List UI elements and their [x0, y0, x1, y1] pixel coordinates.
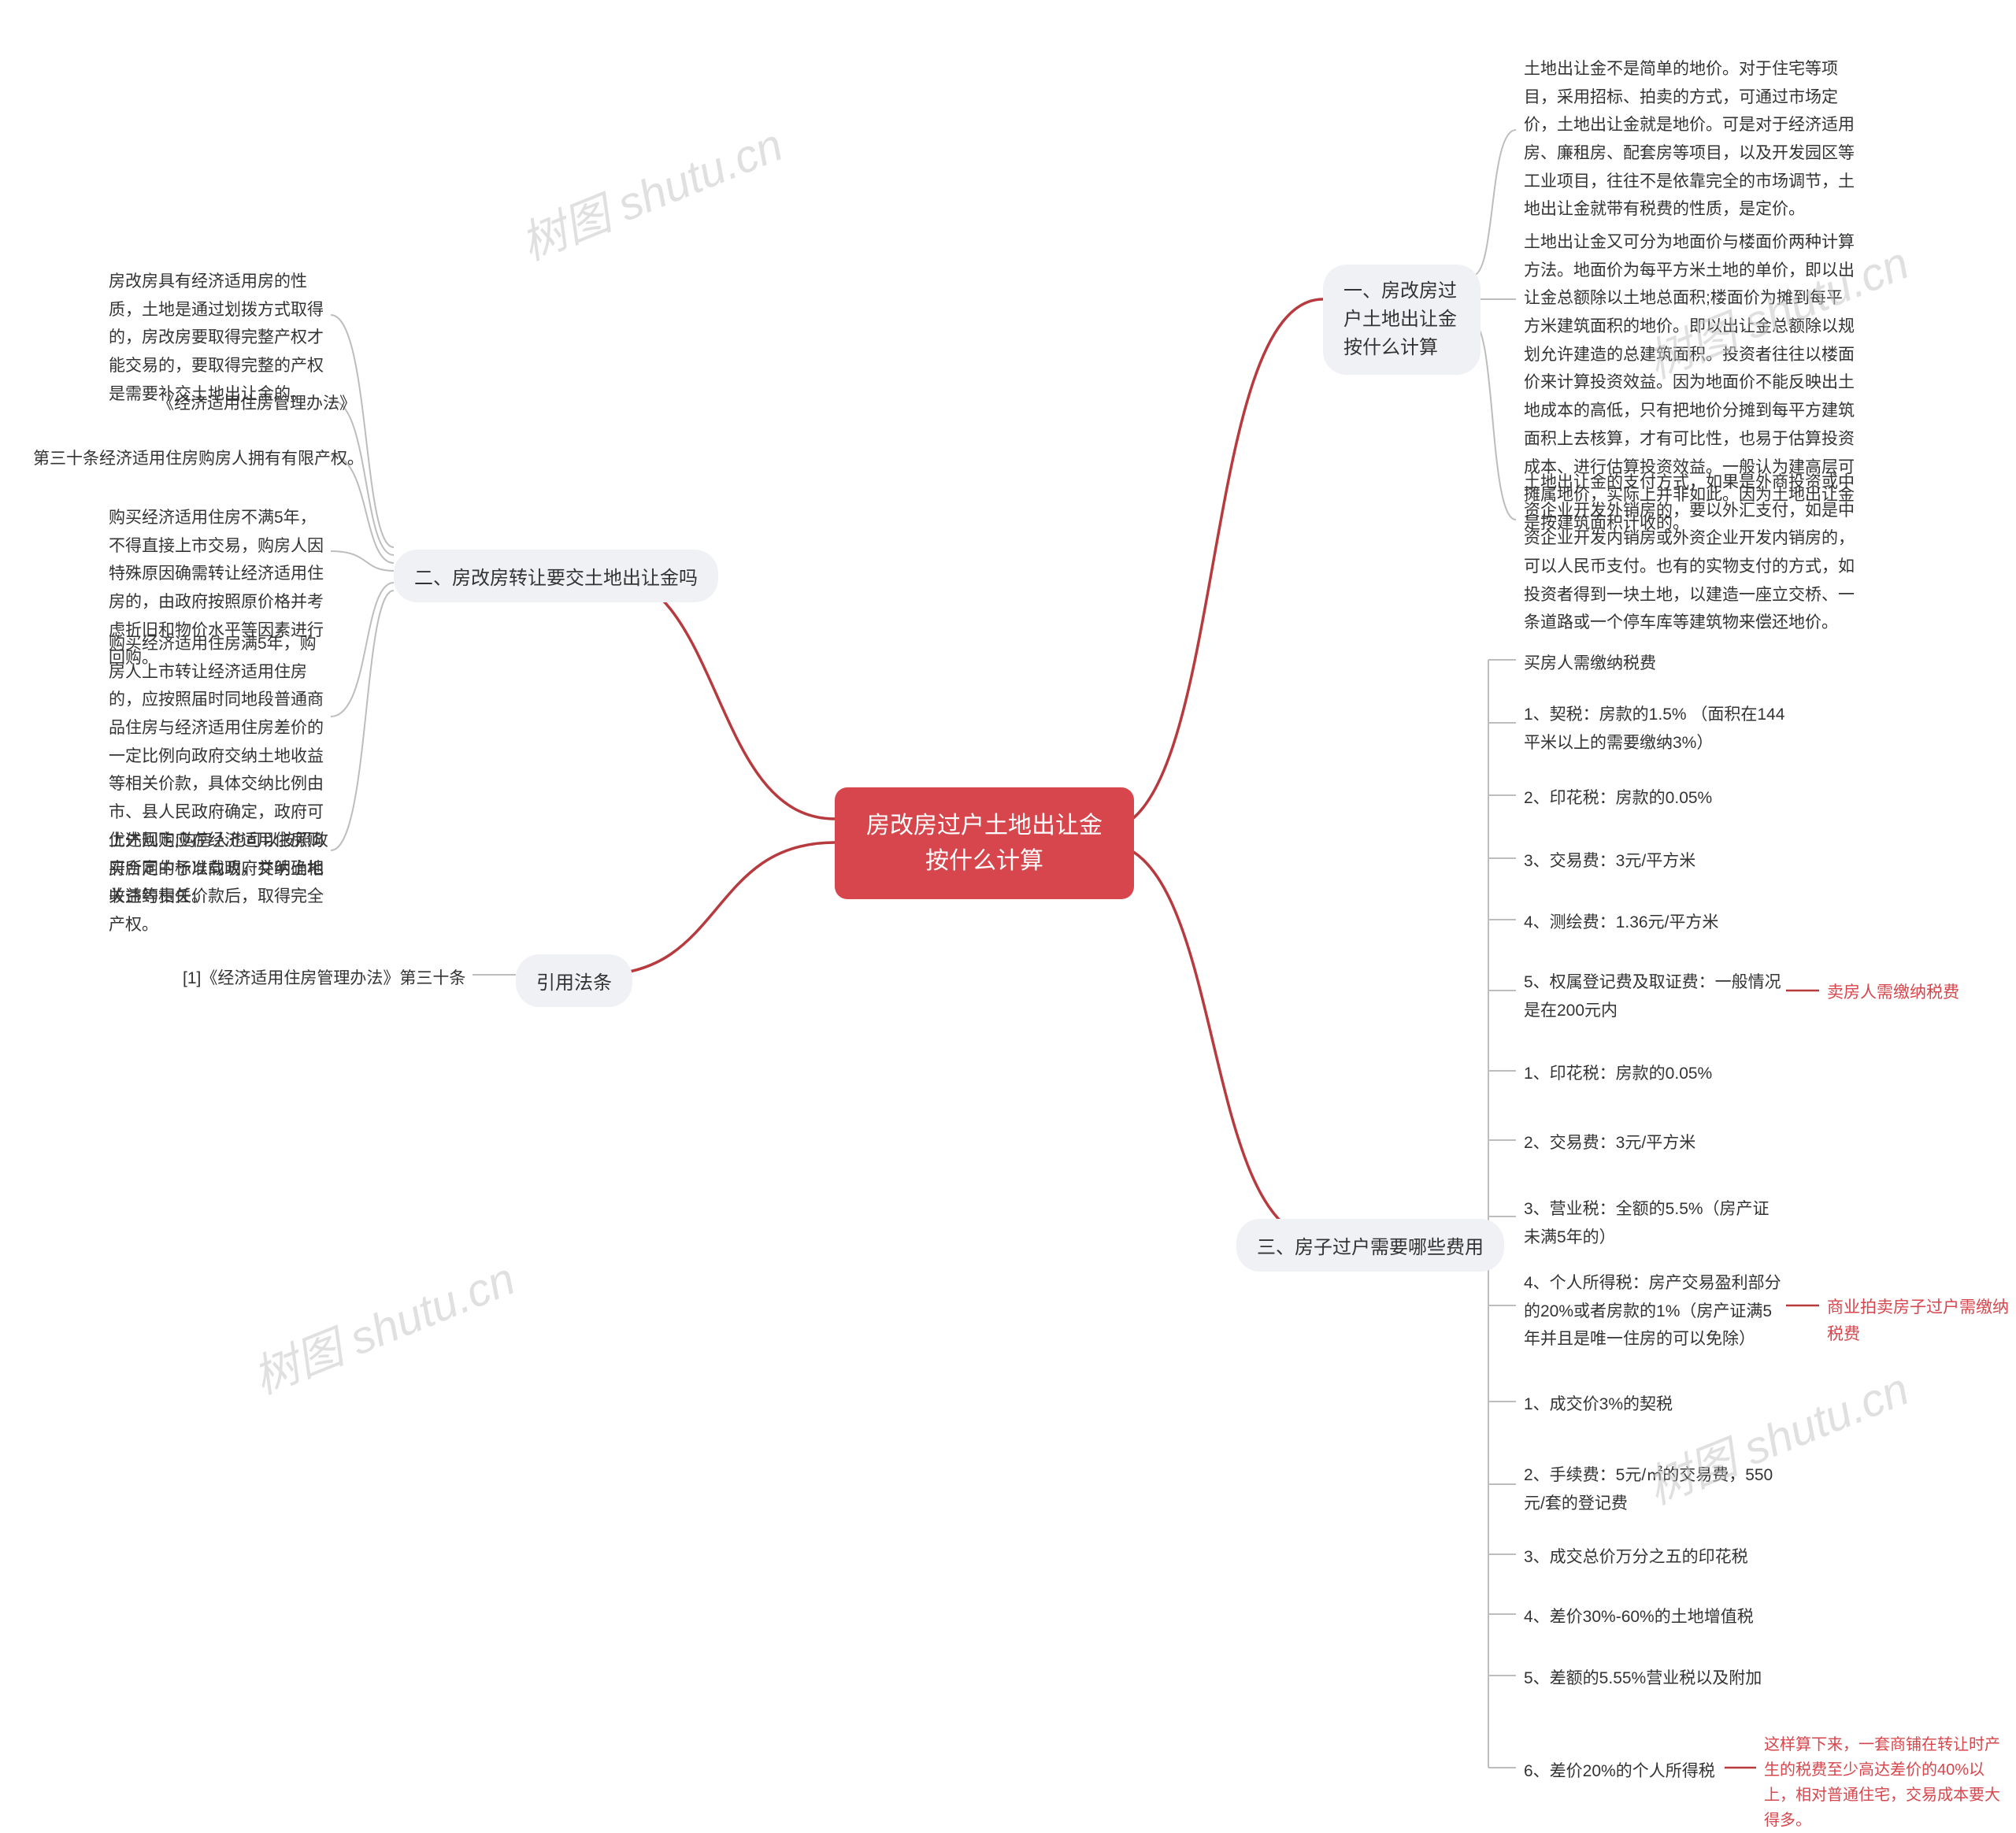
branch-4-label: 引用法条: [536, 972, 612, 994]
branch-1[interactable]: 一、房改房过户土地出让金按什么计算: [1323, 265, 1480, 375]
b2-leaf-6: 上述规定应在经济适用住房购买合同中予以载明，并明确相关违约责任。: [109, 827, 329, 911]
b2-leaf-2: 《经济适用住房管理办法》: [158, 390, 356, 418]
b3-leaf-13: 3、成交总价万分之五的印花税: [1524, 1543, 1748, 1572]
b3-leaf-1: 买房人需缴纳税费: [1524, 650, 1656, 678]
b3-leaf-6: 5、权属登记费及取证费：一般情况是在200元内: [1524, 968, 1784, 1024]
center-node[interactable]: 房改房过户土地出让金按什么计算: [835, 787, 1134, 899]
b3-leaf-10: 4、个人所得税：房产交易盈利部分的20%或者房款的1%（房产证满5年并且是唯一住…: [1524, 1269, 1784, 1353]
b3-leaf-16: 6、差价20%的个人所得税: [1524, 1757, 1715, 1786]
b3-leaf-12: 2、手续费：5元/㎡的交易费，550元/套的登记费: [1524, 1461, 1784, 1517]
b1-leaf-3: 土地出让金的支付方式，如果是外商投资或中资企业开发外销房的，要以外汇支付，如是中…: [1524, 468, 1855, 637]
branch-2[interactable]: 二、房改房转让要交土地出让金吗: [394, 550, 718, 602]
b3-leaf-2: 1、契税：房款的1.5% （面积在144平米以上的需要缴纳3%）: [1524, 701, 1792, 757]
branch-4[interactable]: 引用法条: [516, 954, 632, 1007]
b3-leaf-16-right: 这样算下来，一套商铺在转让时产生的税费至少高达差价的40%以上，相对普通住宅，交…: [1764, 1732, 2000, 1833]
b1-leaf-1: 土地出让金不是简单的地价。对于住宅等项目，采用招标、拍卖的方式，可通过市场定价，…: [1524, 55, 1855, 224]
b3-leaf-3: 2、印花税：房款的0.05%: [1524, 784, 1712, 813]
watermark-3: 树图 shutu.cn: [242, 1242, 523, 1407]
b3-leaf-8: 2、交易费：3元/平方米: [1524, 1129, 1695, 1157]
b3-leaf-4: 3、交易费：3元/平方米: [1524, 847, 1695, 876]
branch-3[interactable]: 三、房子过户需要哪些费用: [1236, 1219, 1504, 1272]
b3-leaf-11: 1、成交价3%的契税: [1524, 1390, 1673, 1419]
b3-leaf-15: 5、差额的5.55%营业税以及附加: [1524, 1665, 1762, 1693]
branch-1-label: 一、房改房过户土地出让金按什么计算: [1343, 280, 1457, 358]
b3-leaf-10-right: 商业拍卖房子过户需缴纳税费: [1827, 1294, 2016, 1347]
branch-3-label: 三、房子过户需要哪些费用: [1257, 1237, 1484, 1258]
b4-leaf-1: [1]《经济适用住房管理办法》第三十条: [183, 965, 465, 993]
b3-leaf-7: 1、印花税：房款的0.05%: [1524, 1060, 1712, 1088]
watermark-1: 树图 shutu.cn: [510, 108, 791, 273]
b3-leaf-14: 4、差价30%-60%的土地增值税: [1524, 1603, 1754, 1631]
branch-2-label: 二、房改房转让要交土地出让金吗: [414, 568, 698, 589]
center-title: 房改房过户土地出让金按什么计算: [866, 813, 1102, 874]
b3-leaf-5: 4、测绘费：1.36元/平方米: [1524, 909, 1718, 937]
b3-leaf-9: 3、营业税：全额的5.5%（房产证未满5年的）: [1524, 1195, 1784, 1251]
b2-leaf-1: 房改房具有经济适用房的性质，土地是通过划拨方式取得的，房改房要取得完整产权才能交…: [109, 268, 329, 408]
b3-leaf-6-right: 卖房人需缴纳税费: [1827, 979, 1959, 1006]
b2-leaf-3: 第三十条经济适用住房购房人拥有有限产权。: [33, 445, 364, 473]
